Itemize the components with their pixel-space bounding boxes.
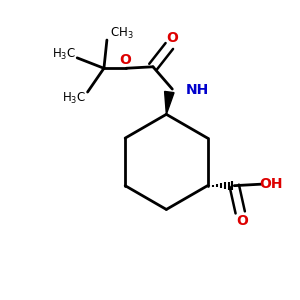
Text: CH$_3$: CH$_3$ (110, 26, 134, 41)
Text: NH: NH (186, 83, 209, 97)
Polygon shape (165, 92, 174, 114)
Text: O: O (119, 53, 131, 67)
Text: OH: OH (259, 177, 282, 190)
Text: H$_3$C: H$_3$C (52, 47, 76, 62)
Text: O: O (166, 31, 178, 45)
Text: O: O (236, 214, 248, 228)
Text: H$_3$C: H$_3$C (62, 91, 86, 106)
